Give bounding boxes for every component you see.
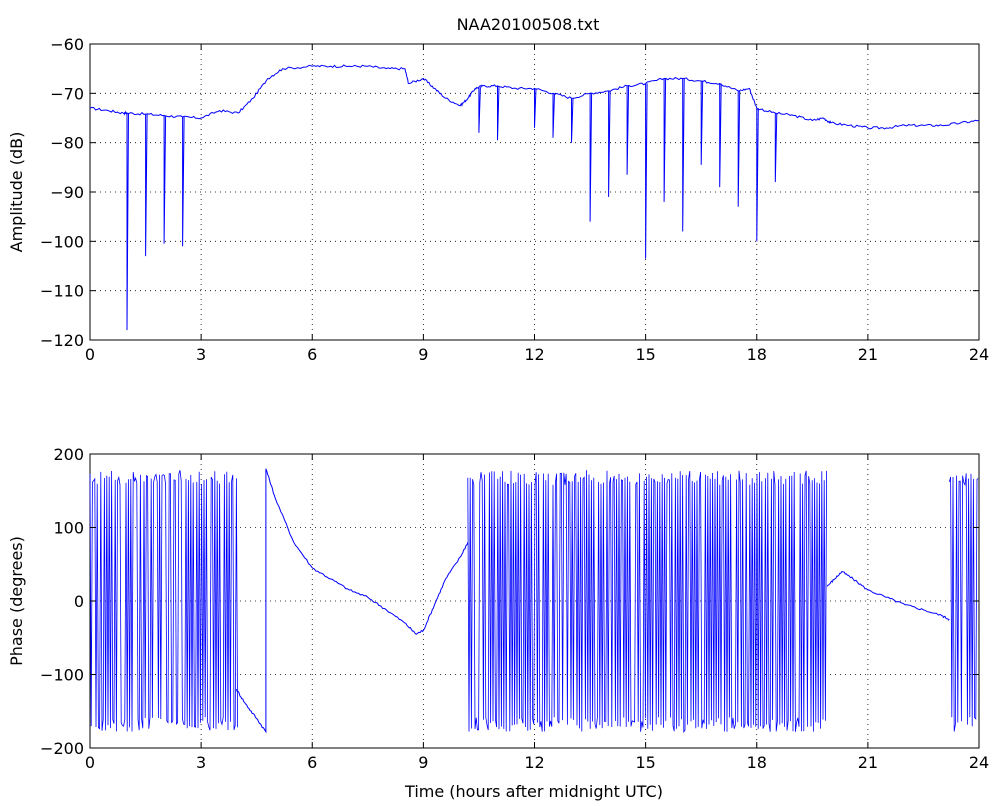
amplitude-xtick-label: 24 [969, 345, 989, 364]
phase-xtick-label: 3 [196, 753, 206, 772]
amplitude-ytick-label: −120 [40, 331, 84, 350]
amplitude-ytick-label: −80 [50, 134, 84, 153]
amplitude-xtick-label: 15 [635, 345, 655, 364]
amplitude-spike [608, 90, 611, 197]
amplitude-spike [478, 87, 481, 133]
amplitude-spike [182, 116, 185, 247]
amplitude-plot-area [89, 64, 980, 331]
phase-xtick-label: 0 [85, 753, 95, 772]
amplitude-xtick-label: 0 [85, 345, 95, 364]
phase-ytick-label: 100 [53, 519, 84, 538]
phase-xtick-label: 12 [524, 753, 544, 772]
amplitude-xtick-label: 9 [418, 345, 428, 364]
amplitude-ytick-label: −70 [50, 84, 84, 103]
phase-wrapped-segment-1 [467, 470, 827, 733]
phase-series-line-1 [826, 571, 950, 621]
phase-ytick-label: −200 [40, 739, 84, 758]
phase-wrapped-segment-2 [949, 473, 979, 732]
figure-title: NAA20100508.txt [457, 15, 600, 34]
amplitude-spike [571, 98, 574, 143]
amplitude-xtick-label: 18 [747, 345, 767, 364]
phase-y-ticks: 200 100 0 −100 −200 [40, 445, 979, 758]
amplitude-ytick-label: −90 [50, 183, 84, 202]
amplitude-spike [626, 85, 630, 175]
amplitude-ytick-label: −100 [40, 232, 84, 251]
phase-xtick-label: 6 [307, 753, 317, 772]
amplitude-xtick-label: 3 [196, 345, 206, 364]
amplitude-xtick-label: 12 [524, 345, 544, 364]
amplitude-spike [126, 113, 129, 331]
phase-xtick-label: 9 [418, 753, 428, 772]
amplitude-spike [645, 83, 648, 259]
phase-xtick-label: 24 [969, 753, 989, 772]
amplitude-y-label: Amplitude (dB) [7, 132, 26, 253]
amplitude-ytick-label: −110 [40, 282, 84, 301]
phase-x-ticks: 0 3 6 9 12 15 18 21 24 [85, 454, 989, 772]
amplitude-xtick-label: 6 [307, 345, 317, 364]
amplitude-spike [682, 78, 685, 232]
phase-x-label: Time (hours after midnight UTC) [404, 782, 663, 801]
amplitude-spike [756, 108, 759, 242]
amplitude-spike [719, 83, 722, 188]
phase-wrapped-segment-0 [89, 470, 238, 732]
phase-y-label: Phase (degrees) [7, 536, 26, 666]
amplitude-spike [589, 93, 593, 222]
phase-plot-area [89, 468, 979, 734]
phase-series-line-0 [235, 468, 469, 734]
phase-ytick-label: −100 [40, 666, 84, 685]
amplitude-ytick-label: −60 [50, 35, 84, 54]
amplitude-panel: 0 3 6 9 12 15 18 21 24 −60−70−80−90−100−110−120 … [7, 35, 989, 364]
amplitude-x-ticks: 0 3 6 9 12 15 18 21 24 [85, 44, 989, 364]
amplitude-y-ticks: −60 −70 −80 −90 −100 −110 −120 [40, 35, 979, 350]
amplitude-spike [737, 90, 741, 207]
amplitude-spike [534, 88, 537, 128]
phase-xtick-label: 21 [858, 753, 878, 772]
phase-ytick-label: 200 [53, 445, 84, 464]
phase-xtick-label: 18 [747, 753, 767, 772]
amplitude-spike [700, 80, 704, 165]
amplitude-spike [774, 113, 778, 183]
amplitude-spike [497, 85, 500, 141]
amplitude-series-line-0 [89, 64, 980, 130]
amplitude-xtick-label: 21 [858, 345, 878, 364]
amplitude-spike [145, 114, 148, 257]
amplitude-spike [663, 78, 667, 202]
phase-ytick-label: 0 [74, 592, 84, 611]
amplitude-spike [552, 93, 555, 138]
phase-panel: 0 3 6 9 12 15 18 21 24 200 100 0 −100 −200 Phase (de… [7, 445, 989, 801]
amplitude-grid [90, 44, 979, 340]
phase-xtick-label: 15 [635, 753, 655, 772]
amplitude-spike [163, 115, 167, 244]
